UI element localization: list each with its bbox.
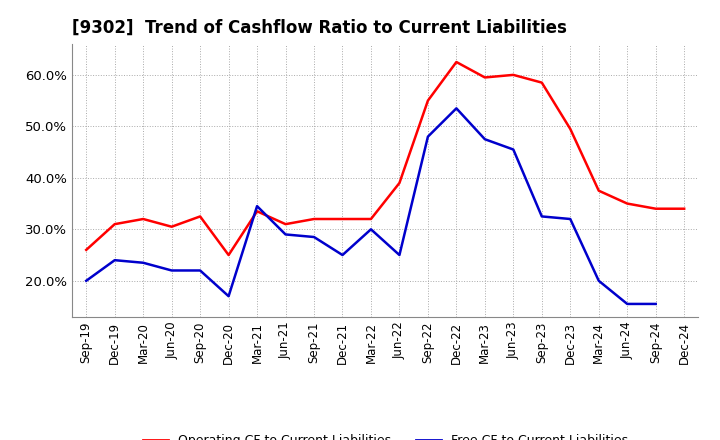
Legend: Operating CF to Current Liabilities, Free CF to Current Liabilities: Operating CF to Current Liabilities, Fre… <box>138 429 633 440</box>
Text: [9302]  Trend of Cashflow Ratio to Current Liabilities: [9302] Trend of Cashflow Ratio to Curren… <box>72 19 567 37</box>
